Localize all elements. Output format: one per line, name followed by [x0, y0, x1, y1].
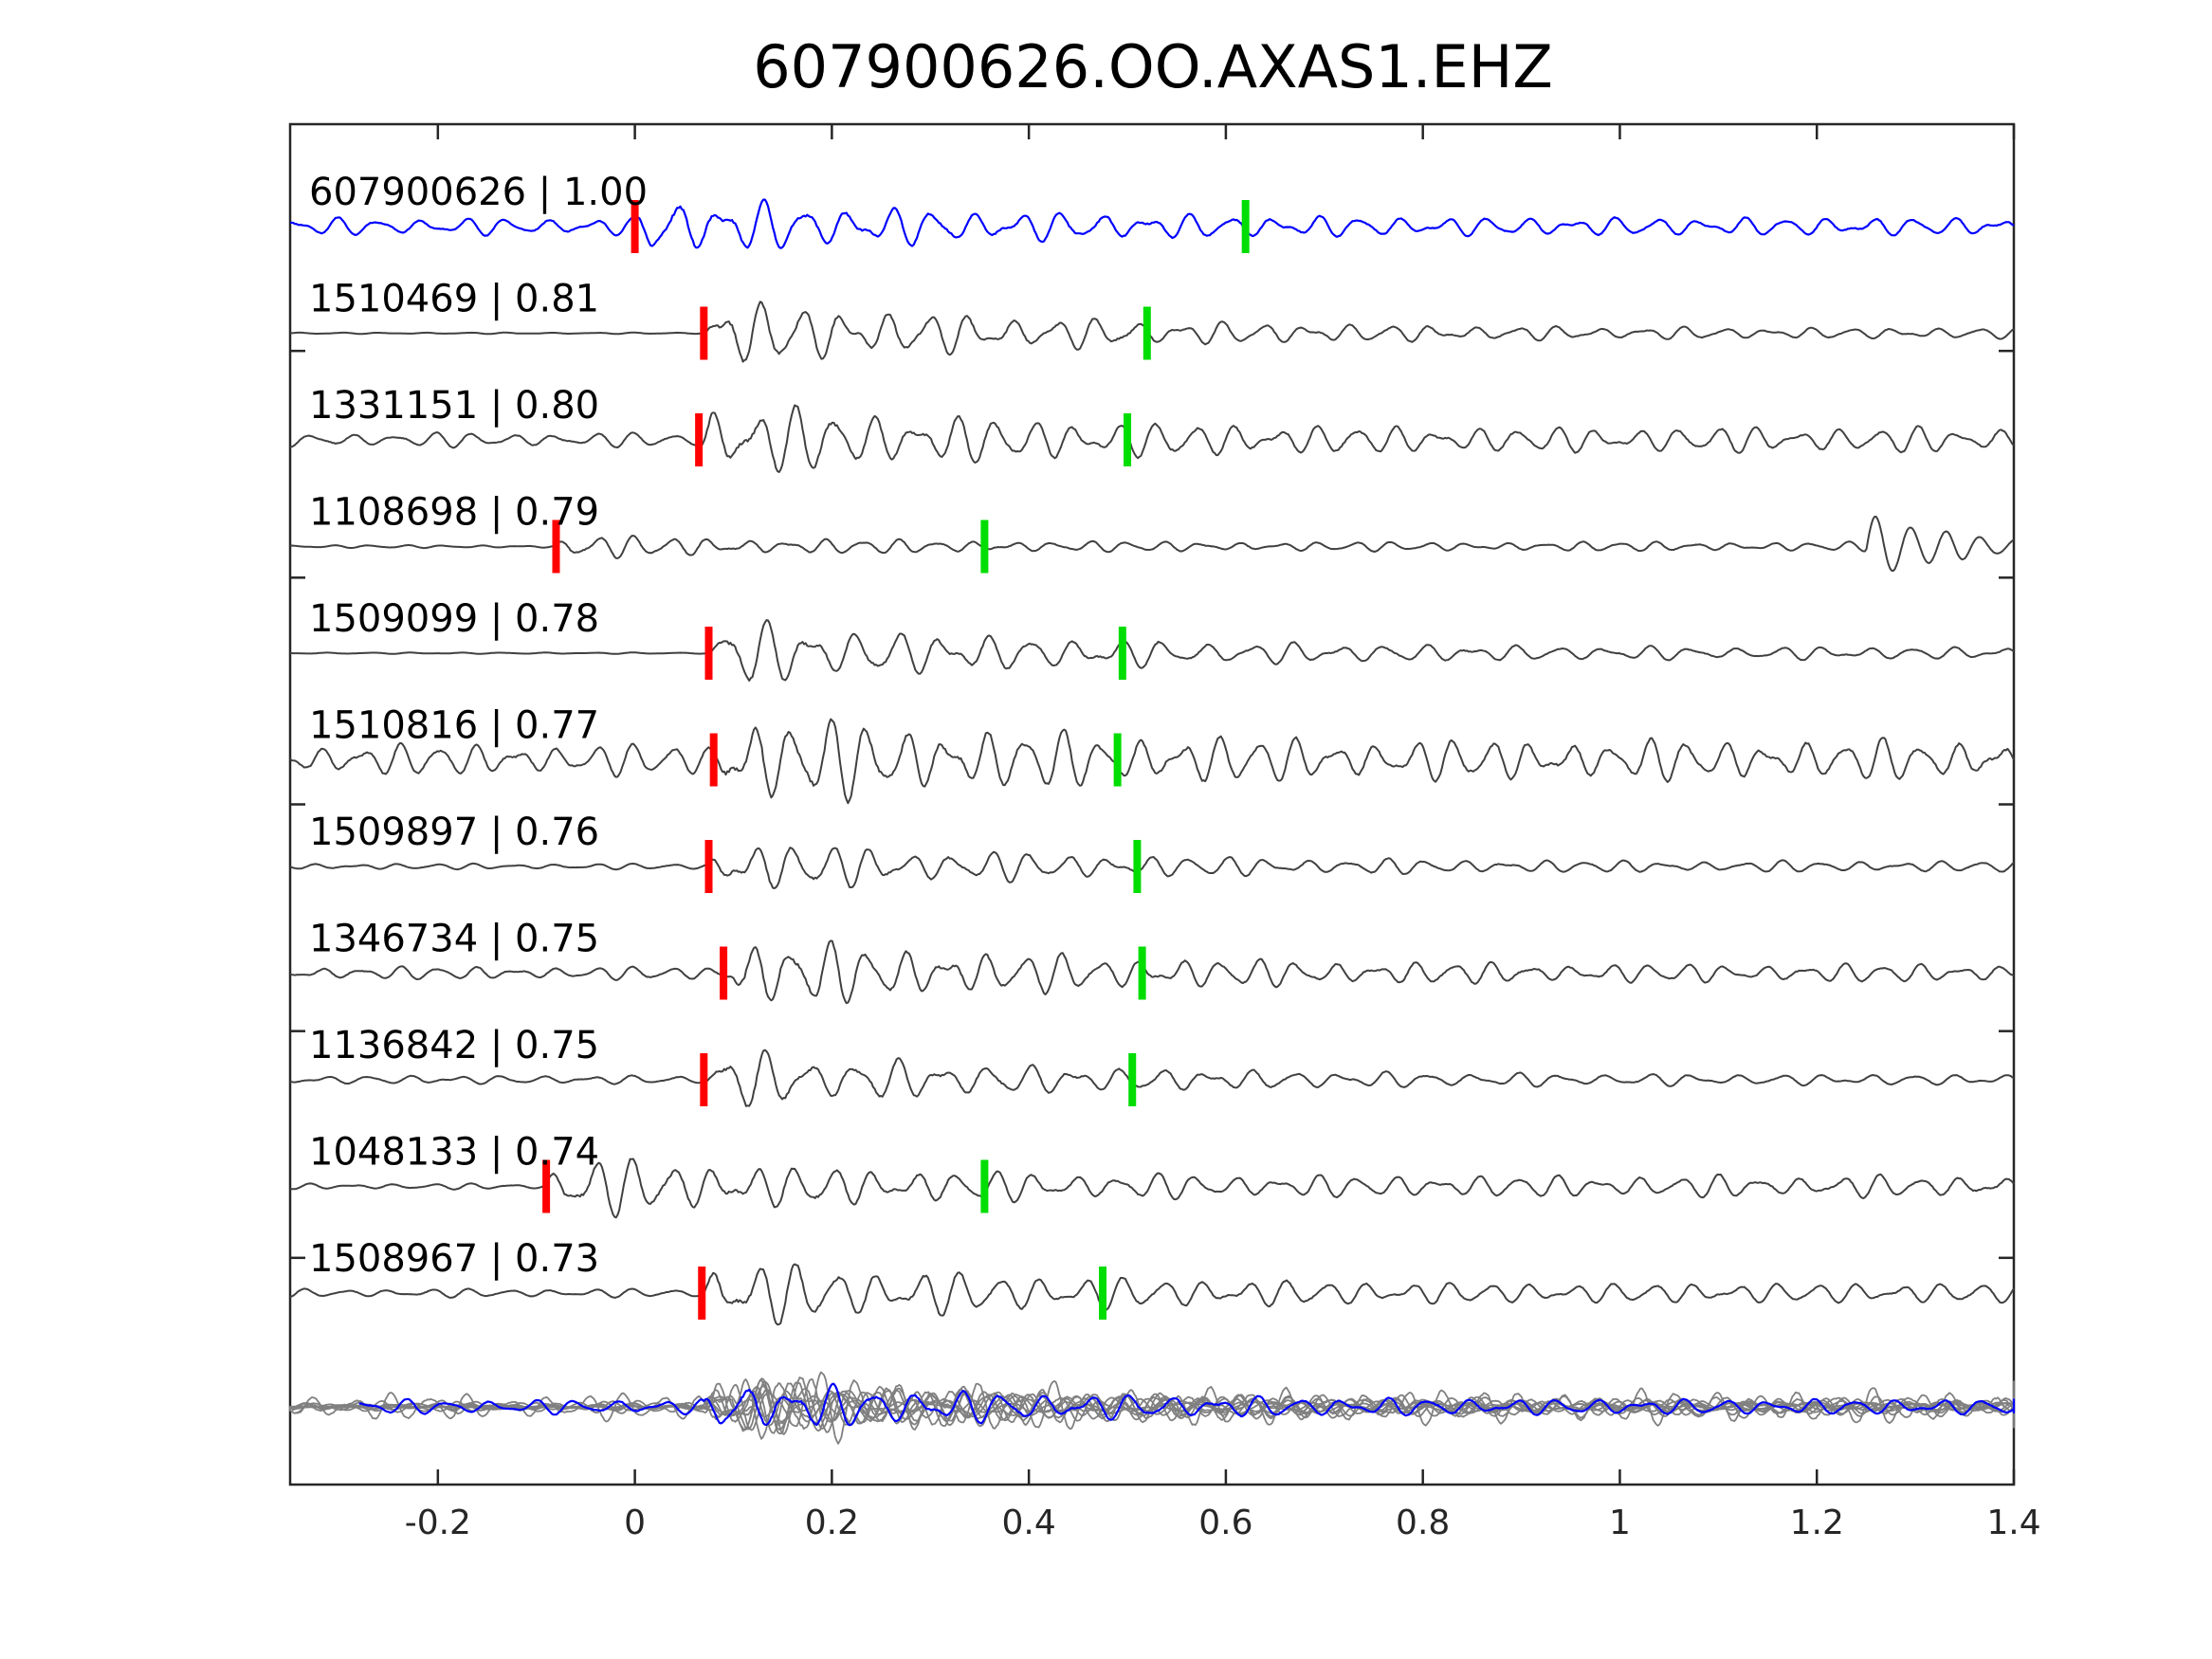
- picks-group: [542, 200, 1250, 1320]
- x-tick-label: 0.2: [805, 1504, 859, 1542]
- x-tick-label: 0: [624, 1504, 646, 1542]
- trace-labels-group: 607900626 | 1.00 1510469 | 0.81 1331151 | …: [309, 171, 648, 1281]
- trace-11-waveform: [289, 1263, 2015, 1326]
- trace-8-label: 1346734 | 0.75: [309, 918, 599, 961]
- x-tick-label: -0.2: [405, 1504, 471, 1542]
- trace-1-waveform: [289, 198, 2015, 249]
- trace-2-waveform: [289, 301, 2015, 363]
- trace-3-waveform: [289, 404, 2015, 473]
- x-tick-label: 1.2: [1790, 1504, 1844, 1542]
- trace-7-label: 1509897 | 0.76: [309, 811, 599, 854]
- stack-group: [289, 1371, 2016, 1445]
- trace-6-label: 1510816 | 0.77: [309, 704, 599, 748]
- stack-trace-6: [289, 1371, 2005, 1445]
- trace-10-waveform: [289, 1158, 2015, 1219]
- stack-trace-11: [291, 1381, 2015, 1435]
- trace-3-label: 1331151 | 0.80: [309, 384, 599, 428]
- x-tick-label: 0.4: [1002, 1504, 1056, 1542]
- trace-11-label: 1508967 | 0.73: [309, 1237, 599, 1281]
- x-tick-label: 1: [1609, 1504, 1631, 1542]
- trace-2-label: 1510469 | 0.81: [309, 278, 599, 321]
- trace-1-label: 607900626 | 1.00: [309, 171, 648, 214]
- trace-5-label: 1509099 | 0.78: [309, 597, 599, 641]
- trace-5-waveform: [290, 619, 2015, 682]
- trace-10-label: 1048133 | 0.74: [309, 1131, 599, 1175]
- trace-9-waveform: [289, 1048, 2015, 1107]
- plot-area: [288, 122, 2016, 1486]
- trace-4-waveform: [289, 515, 2015, 573]
- x-tick-label: 0.8: [1396, 1504, 1450, 1542]
- traces-group: [289, 198, 2015, 1326]
- trace-6-waveform: [289, 718, 2015, 805]
- x-tick-label: 1.4: [1986, 1504, 2040, 1542]
- trace-4-label: 1108698 | 0.79: [309, 491, 599, 535]
- trace-8-waveform: [289, 939, 2015, 1005]
- trace-7-waveform: [289, 847, 2015, 889]
- x-tick-label: 0.6: [1198, 1504, 1252, 1542]
- x-axis: -0.2 0 0.2 0.4 0.6 0.8 1 1.2 1.4: [290, 124, 2041, 1542]
- trace-9-label: 1136842 | 0.75: [309, 1024, 599, 1067]
- chart-title: 607900626.OO.AXAS1.EHZ: [753, 32, 1553, 101]
- stack-trace-1: [358, 1382, 2016, 1427]
